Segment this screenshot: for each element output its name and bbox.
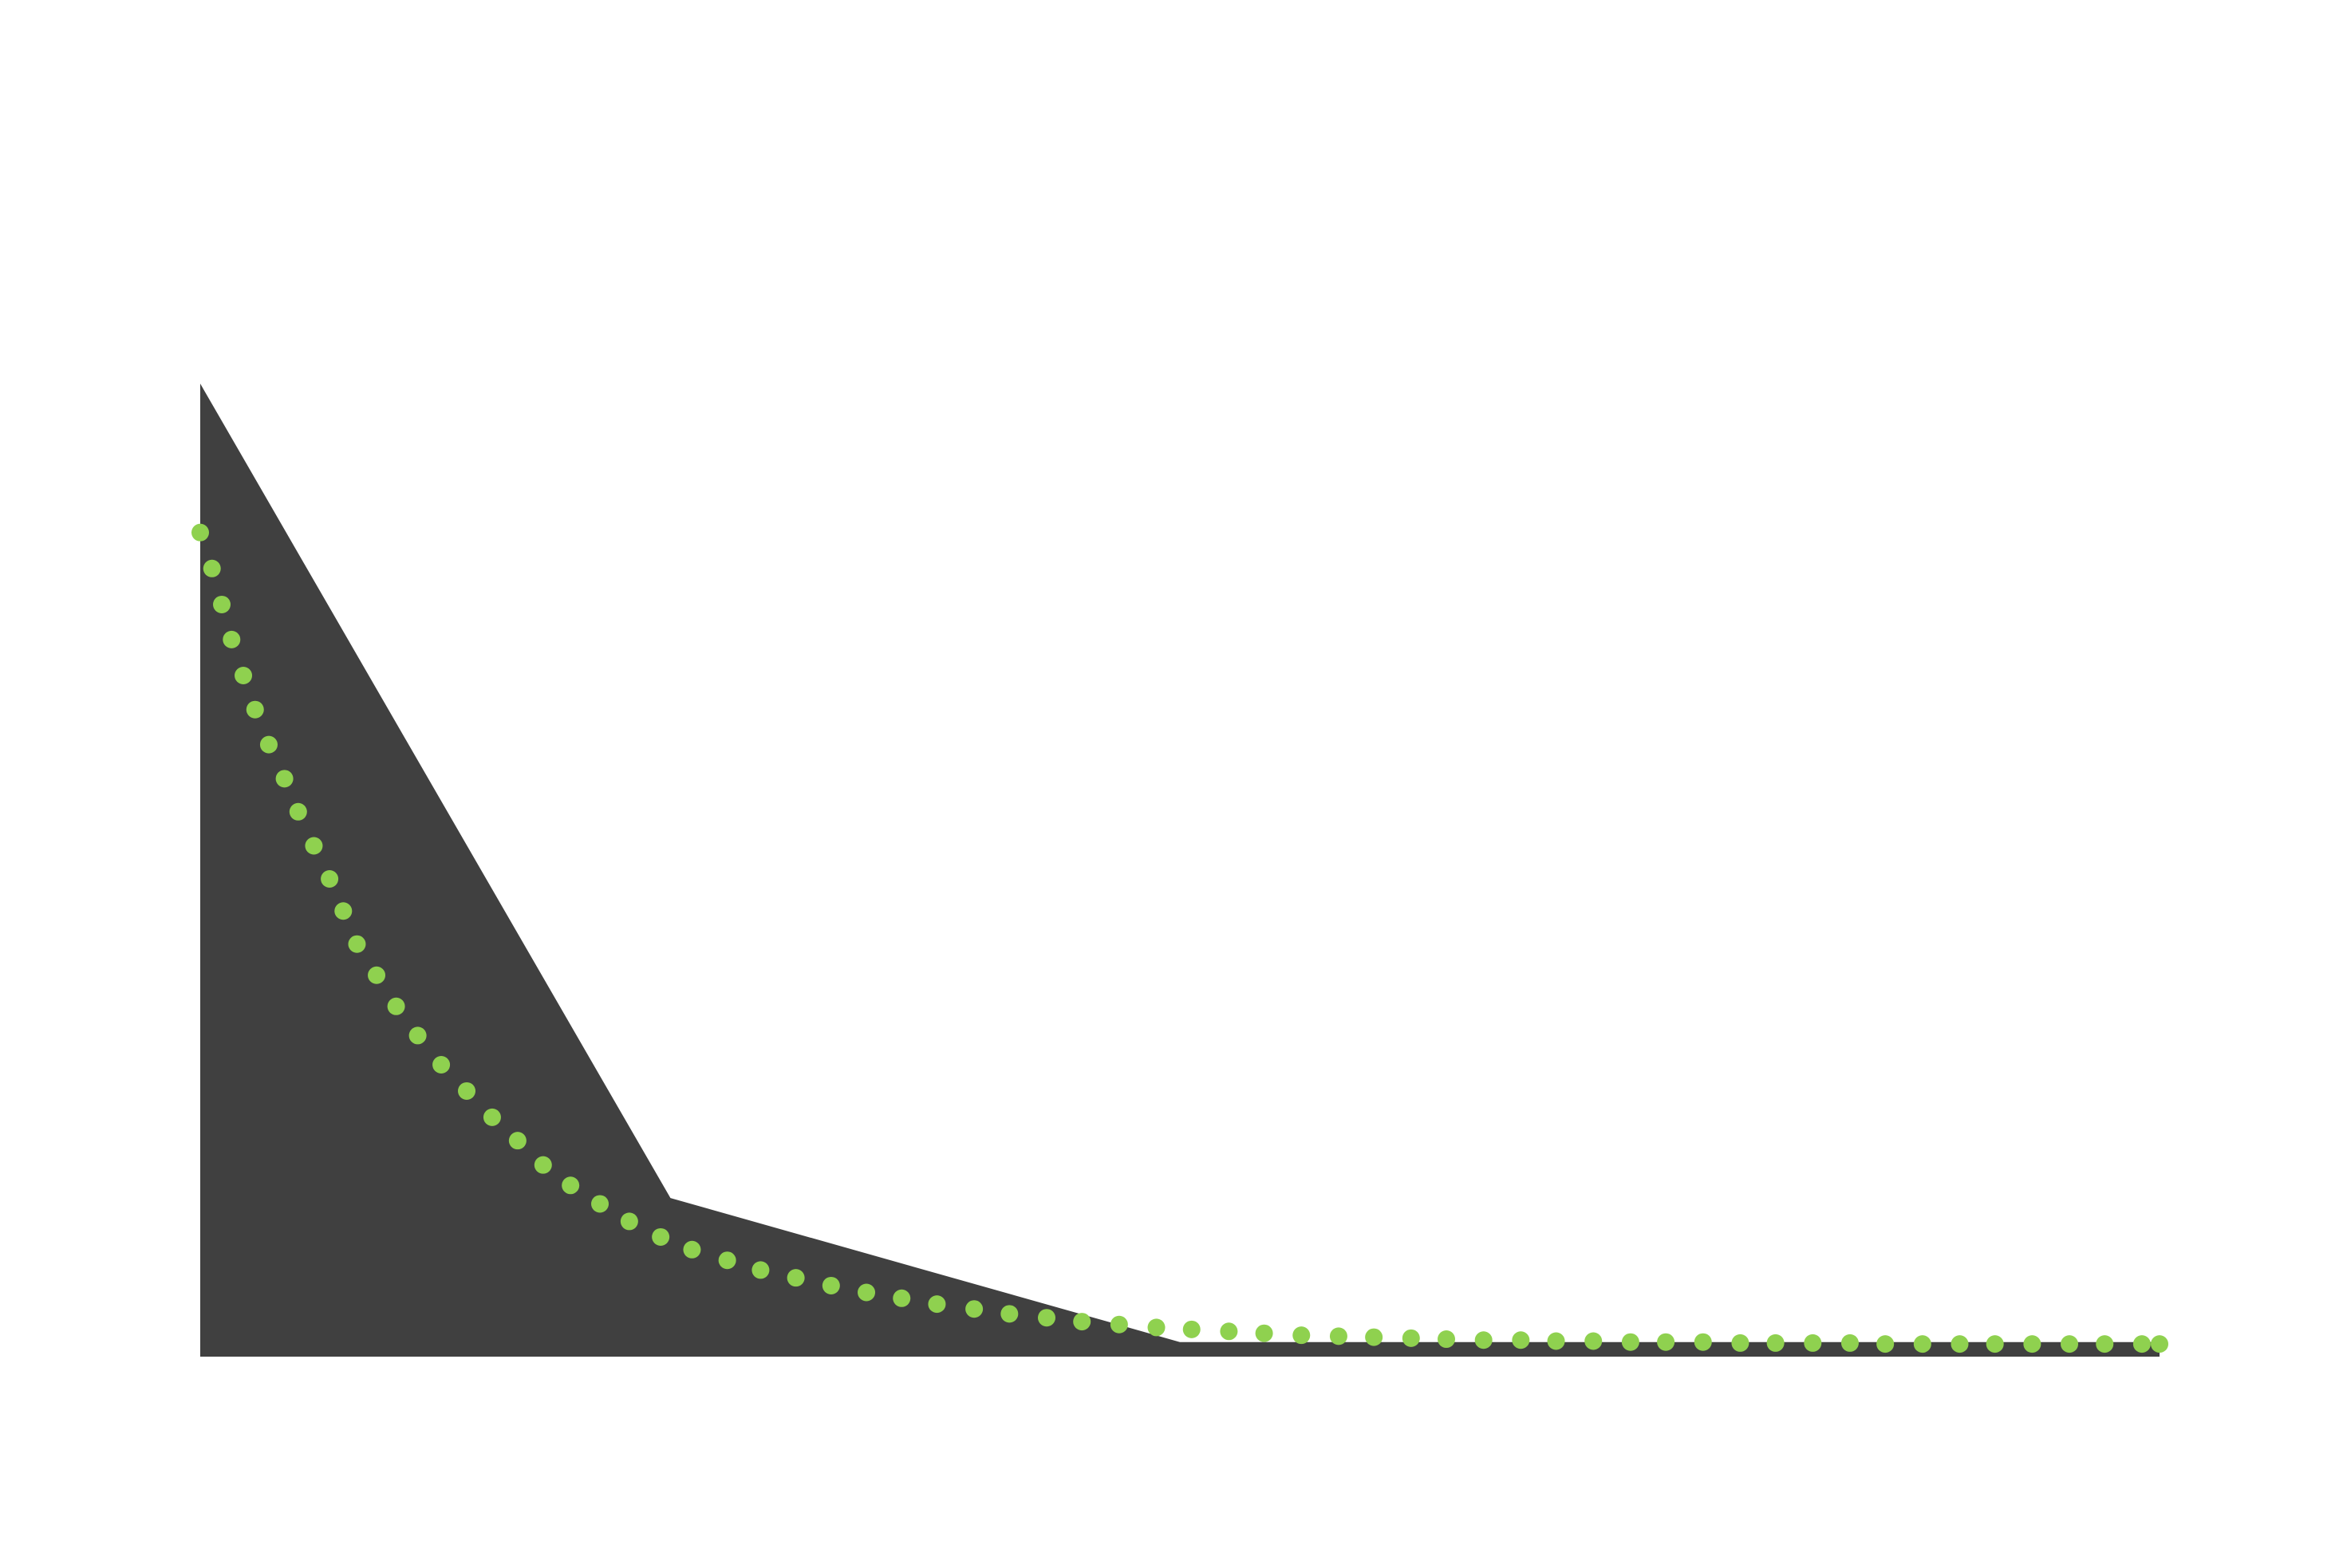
dotted-series-point <box>591 1195 609 1213</box>
dotted-series-point <box>2023 1335 2041 1353</box>
dotted-series-point <box>223 630 241 648</box>
dotted-series-point <box>1255 1324 1273 1342</box>
dotted-series-point <box>458 1081 476 1100</box>
dotted-series-point <box>534 1156 552 1174</box>
dotted-series-point <box>1804 1334 1822 1352</box>
dotted-series-point <box>822 1276 840 1294</box>
dotted-series-point <box>334 902 353 920</box>
dotted-series-point <box>1694 1333 1712 1351</box>
dotted-series-point <box>2096 1335 2114 1353</box>
dotted-series-point <box>259 735 278 754</box>
dotted-series-point <box>620 1212 638 1231</box>
dotted-series-point <box>2132 1335 2151 1353</box>
area-series-fill <box>200 384 2160 1357</box>
dotted-series-point <box>1512 1331 1530 1349</box>
dotted-series-point <box>483 1108 501 1126</box>
dotted-series-point <box>1292 1326 1311 1345</box>
dotted-series-point <box>683 1240 701 1259</box>
dotted-series-point <box>1073 1313 1091 1331</box>
dotted-series-point <box>1986 1335 2004 1353</box>
dotted-series-point <box>1731 1334 1749 1352</box>
dotted-series-point <box>1147 1318 1166 1337</box>
dotted-series-point <box>275 770 294 788</box>
dotted-series-point <box>213 595 231 613</box>
dotted-series-point <box>203 559 221 577</box>
dotted-series-point <box>432 1056 451 1074</box>
dotted-series-point <box>1657 1333 1675 1351</box>
dotted-series-point <box>1474 1331 1493 1349</box>
dotted-series-point <box>1547 1332 1565 1350</box>
dotted-series-point <box>1766 1334 1785 1352</box>
dotted-series-point <box>1438 1330 1456 1349</box>
dotted-series-point <box>321 869 339 888</box>
dotted-series-point <box>893 1289 911 1307</box>
dotted-series-point <box>718 1251 736 1270</box>
dotted-series-point <box>787 1269 805 1287</box>
dotted-series-point <box>246 700 264 719</box>
dotted-series-point <box>1220 1322 1238 1341</box>
dotted-series-point <box>562 1176 580 1195</box>
area-series-layer <box>200 384 2160 1357</box>
dotted-series-point <box>1182 1320 1201 1338</box>
dotted-series-point <box>858 1283 876 1302</box>
dotted-series-point <box>965 1300 984 1318</box>
dotted-series-point <box>289 802 307 821</box>
dotted-series-point <box>1402 1329 1420 1347</box>
dotted-series-point <box>408 1026 427 1045</box>
dotted-series-point <box>1110 1315 1128 1334</box>
dotted-series-point <box>2061 1335 2079 1353</box>
dotted-series-point <box>1037 1309 1055 1327</box>
dotted-series-point <box>191 523 209 542</box>
dotted-series-point <box>348 935 366 953</box>
dotted-series-point <box>1365 1328 1383 1346</box>
dotted-series-point <box>235 667 253 684</box>
dotted-series-point <box>2151 1335 2168 1353</box>
dotted-series-point <box>508 1132 527 1150</box>
dotted-series-point <box>1000 1305 1019 1323</box>
dotted-series-point <box>368 966 386 984</box>
dotted-series-point <box>1913 1335 1931 1353</box>
dotted-series-point <box>751 1261 770 1279</box>
dotted-series-point <box>1951 1335 1969 1353</box>
dotted-series-point <box>1840 1334 1859 1352</box>
dotted-series-point <box>928 1295 946 1314</box>
dotted-series-point <box>387 997 405 1015</box>
dotted-series-point <box>1621 1333 1639 1351</box>
dotted-series-point <box>305 837 323 855</box>
dotted-series-point <box>1584 1332 1603 1350</box>
dotted-series-point <box>1329 1327 1347 1345</box>
dotted-series-point <box>652 1227 670 1246</box>
dotted-series-point <box>1876 1335 1895 1353</box>
dotted-series-layer <box>191 523 2168 1353</box>
